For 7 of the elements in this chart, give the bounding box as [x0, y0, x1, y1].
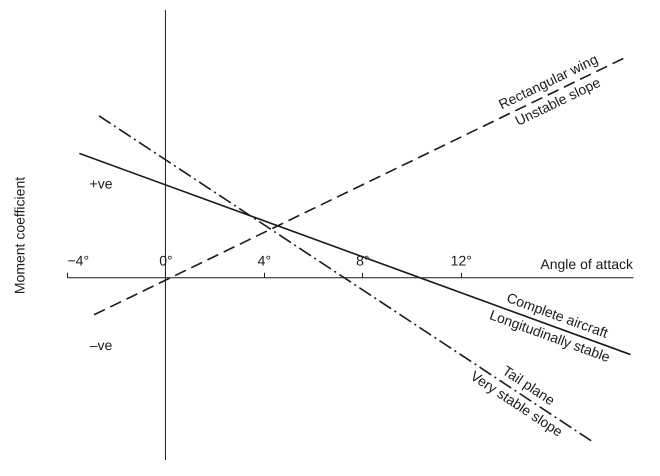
annotation: –ve [90, 336, 112, 353]
y-axis-title: Moment coefficient [12, 176, 28, 294]
x-tick-label: −4° [68, 252, 90, 269]
x-tick-label: 4° [258, 252, 272, 269]
x-tick-label: 12° [450, 252, 472, 269]
x-axis-title: Angle of attack [540, 256, 634, 272]
annotation: +ve [90, 175, 113, 192]
